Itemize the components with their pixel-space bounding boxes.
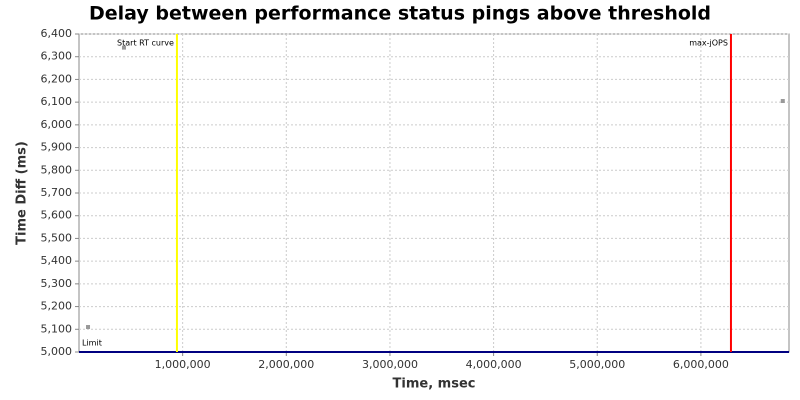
- y-tick-label: 5,600: [41, 209, 73, 222]
- y-tick-label: 5,800: [41, 163, 73, 176]
- x-tick-label: 5,000,000: [569, 358, 625, 371]
- plot-area: [78, 33, 790, 353]
- y-tick-label: 5,300: [41, 277, 73, 290]
- y-tick-label: 6,400: [41, 27, 73, 40]
- y-tick-label: 6,200: [41, 72, 73, 85]
- y-tick-label: 5,700: [41, 186, 73, 199]
- y-tick-label: 5,200: [41, 300, 73, 313]
- y-tick-label: 5,100: [41, 322, 73, 335]
- point: [780, 99, 785, 104]
- y-axis-title: Time Diff (ms): [15, 141, 30, 245]
- y-tick-label: 6,000: [41, 118, 73, 131]
- threshold-label: Limit: [82, 339, 102, 348]
- x-tick-label: 2,000,000: [258, 358, 314, 371]
- x-axis-title: Time, msec: [393, 377, 476, 392]
- x-tick-label: 3,000,000: [362, 358, 418, 371]
- chart-title: Delay between performance status pings a…: [89, 3, 711, 25]
- point: [121, 45, 126, 50]
- y-tick-label: 6,100: [41, 95, 73, 108]
- x-tick-label: 1,000,000: [155, 358, 211, 371]
- y-tick-label: 5,500: [41, 231, 73, 244]
- point: [86, 325, 91, 330]
- marker-label: Start RT curve: [117, 39, 174, 48]
- marker-label: max-jOPS: [689, 39, 728, 48]
- x-tick-label: 6,000,000: [673, 358, 729, 371]
- y-tick-label: 5,400: [41, 254, 73, 267]
- y-tick-label: 6,300: [41, 50, 73, 63]
- y-tick-label: 5,900: [41, 141, 73, 154]
- y-tick-label: 5,000: [41, 345, 73, 358]
- x-tick-label: 4,000,000: [466, 358, 522, 371]
